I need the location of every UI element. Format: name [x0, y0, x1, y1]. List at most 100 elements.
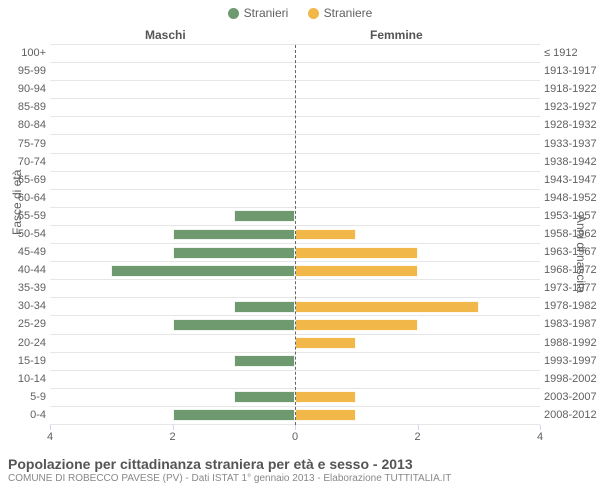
bar-female[interactable]: [295, 409, 356, 421]
year-label: 1978-1982: [544, 301, 597, 312]
male-half: [50, 262, 295, 279]
female-half: [295, 353, 540, 370]
female-half: [295, 63, 540, 80]
age-label: 25-29: [18, 319, 46, 330]
year-label: 1998-2002: [544, 374, 597, 385]
year-label: 2003-2007: [544, 392, 597, 403]
male-half: [50, 190, 295, 207]
legend-swatch-male: [228, 8, 239, 19]
bar-female[interactable]: [295, 337, 356, 349]
age-label: 75-79: [18, 139, 46, 150]
bar-male[interactable]: [234, 391, 295, 403]
age-label: 40-44: [18, 265, 46, 276]
x-tick: 4: [47, 431, 53, 443]
male-half: [50, 154, 295, 171]
bar-female[interactable]: [295, 301, 479, 313]
female-half: [295, 389, 540, 406]
bar-male[interactable]: [173, 409, 296, 421]
year-label: 1988-1992: [544, 338, 597, 349]
x-axis: 42024: [50, 425, 540, 445]
x-tick: 2: [169, 431, 175, 443]
male-half: [50, 280, 295, 297]
year-label: ≤ 1912: [544, 48, 578, 59]
female-half: [295, 208, 540, 225]
male-half: [50, 335, 295, 352]
age-label: 35-39: [18, 283, 46, 294]
legend-label-male: Stranieri: [244, 6, 289, 20]
age-label: 95-99: [18, 66, 46, 77]
male-half: [50, 117, 295, 134]
bar-male[interactable]: [173, 229, 296, 241]
bar-male[interactable]: [234, 355, 295, 367]
year-label: 1938-1942: [544, 157, 597, 168]
male-half: [50, 407, 295, 424]
year-label: 1963-1967: [544, 247, 597, 258]
female-half: [295, 135, 540, 152]
female-half: [295, 335, 540, 352]
year-label: 1928-1932: [544, 120, 597, 131]
age-label: 30-34: [18, 301, 46, 312]
bar-male[interactable]: [111, 265, 295, 277]
female-half: [295, 244, 540, 261]
bar-male[interactable]: [234, 210, 295, 222]
bar-male[interactable]: [234, 301, 295, 313]
age-label: 80-84: [18, 120, 46, 131]
x-tick: 4: [537, 431, 543, 443]
male-half: [50, 99, 295, 116]
year-label: 1968-1972: [544, 265, 597, 276]
age-label: 15-19: [18, 356, 46, 367]
year-label: 1933-1937: [544, 139, 597, 150]
age-label: 50-54: [18, 229, 46, 240]
legend-swatch-female: [308, 8, 319, 19]
half-title-male: Maschi: [145, 28, 186, 42]
age-label: 90-94: [18, 84, 46, 95]
age-label: 60-64: [18, 193, 46, 204]
bar-female[interactable]: [295, 265, 418, 277]
bar-female[interactable]: [295, 319, 418, 331]
male-half: [50, 172, 295, 189]
footer: Popolazione per cittadinanza straniera p…: [8, 456, 592, 484]
year-label: 1958-1962: [544, 229, 597, 240]
bar-female[interactable]: [295, 229, 356, 241]
male-half: [50, 389, 295, 406]
plot-area: Fasce di età Anni di nascita 100+≤ 19129…: [50, 44, 540, 444]
bar-male[interactable]: [173, 319, 296, 331]
age-label: 5-9: [30, 392, 46, 403]
year-label: 1918-1922: [544, 84, 597, 95]
year-label: 1983-1987: [544, 319, 597, 330]
bar-female[interactable]: [295, 391, 356, 403]
year-label: 1993-1997: [544, 356, 597, 367]
male-half: [50, 316, 295, 333]
year-label: 1953-1957: [544, 211, 597, 222]
legend-item-male[interactable]: Stranieri: [228, 6, 289, 20]
male-half: [50, 244, 295, 261]
year-label: 1943-1947: [544, 175, 597, 186]
female-half: [295, 226, 540, 243]
male-half: [50, 226, 295, 243]
legend-label-female: Straniere: [324, 6, 373, 20]
female-half: [295, 45, 540, 62]
bar-male[interactable]: [173, 247, 296, 259]
legend-item-female[interactable]: Straniere: [308, 6, 373, 20]
age-label: 100+: [21, 48, 46, 59]
female-half: [295, 280, 540, 297]
male-half: [50, 298, 295, 315]
chart-root: Stranieri Straniere Maschi Femmine Fasce…: [0, 0, 600, 500]
center-divider: [295, 45, 296, 425]
age-label: 10-14: [18, 374, 46, 385]
female-half: [295, 190, 540, 207]
male-half: [50, 371, 295, 388]
female-half: [295, 371, 540, 388]
male-half: [50, 45, 295, 62]
year-label: 1973-1977: [544, 283, 597, 294]
male-half: [50, 208, 295, 225]
female-half: [295, 407, 540, 424]
legend: Stranieri Straniere: [0, 6, 600, 22]
x-tick: 2: [414, 431, 420, 443]
bar-female[interactable]: [295, 247, 418, 259]
age-label: 70-74: [18, 157, 46, 168]
female-half: [295, 81, 540, 98]
female-half: [295, 298, 540, 315]
year-label: 1913-1917: [544, 66, 597, 77]
year-label: 2008-2012: [544, 410, 597, 421]
